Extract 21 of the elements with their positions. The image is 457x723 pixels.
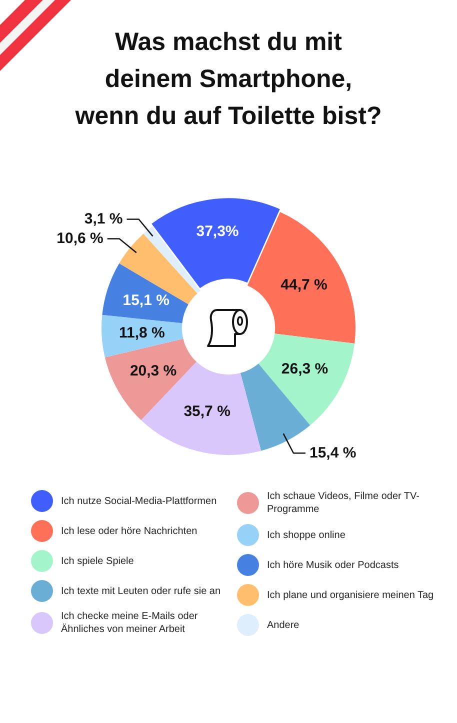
data-label: 26,3 % <box>281 360 328 378</box>
legend-label: Ich spiele Spiele <box>61 554 134 568</box>
legend-label: Ich plane und organisiere meinen Tag <box>267 588 434 602</box>
data-label: 11,8 % <box>118 324 165 342</box>
data-label: 20,3 % <box>130 362 177 380</box>
data-label: 35,7 % <box>184 403 230 420</box>
legend-label: Ich shoppe online <box>267 528 346 542</box>
legend-label: Ich nutze Social-Media-Plattformen <box>61 494 217 508</box>
data-label: 15,4 % <box>309 444 356 462</box>
legend-label: Ich lese oder höre Nachrichten <box>61 524 198 538</box>
legend-label: Ich texte mit Leuten oder rufe sie an <box>61 584 221 598</box>
data-label: 3,1 % <box>84 210 123 228</box>
data-label: 15,1 % <box>122 292 170 309</box>
data-label: 44,7 % <box>280 276 328 294</box>
legend-label: Ich checke meine E-Mails oder Ähnliches von meiner Arbeit <box>61 610 199 636</box>
chart-title: Was machst du mit deinem Smartphone, wenn du auf Toilette bist? <box>74 27 383 132</box>
data-label: 37,3% <box>196 222 239 240</box>
legend-label: Andere <box>267 618 300 632</box>
data-label: 10,6 % <box>56 230 104 247</box>
legend-label: Ich höre Musik oder Podcasts <box>267 558 399 572</box>
legend-label: Ich schaue Videos, Filme oder TV-Programme <box>267 490 420 516</box>
